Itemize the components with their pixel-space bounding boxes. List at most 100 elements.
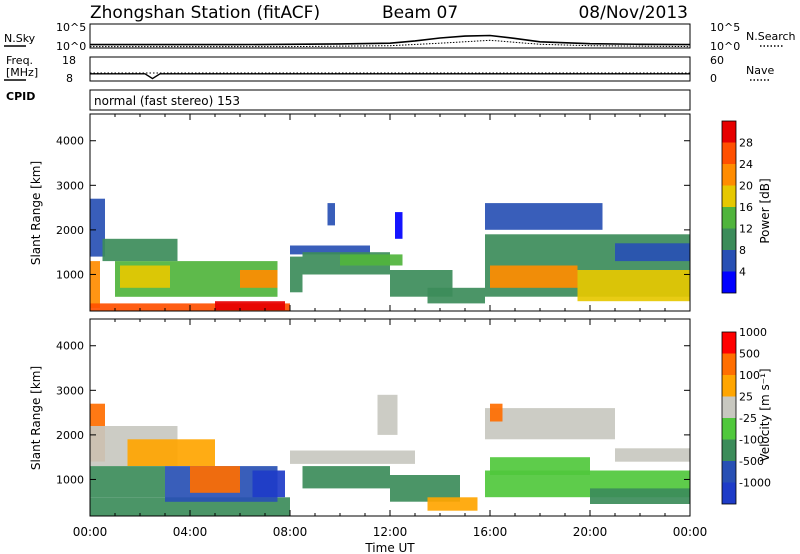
range-tick-label: 2000 xyxy=(56,224,84,237)
heatmap-cell xyxy=(290,245,370,255)
freq-tick-high: 18 xyxy=(62,54,76,67)
colorbar-tick-label: 12 xyxy=(739,223,753,236)
heatmap-cell xyxy=(427,287,485,304)
heatmap-cell xyxy=(427,497,478,511)
heatmap-cell xyxy=(377,394,398,435)
time-axis-label: Time UT xyxy=(364,541,415,554)
range-tick-label: 3000 xyxy=(56,384,84,397)
range-tick-label: 1000 xyxy=(56,473,84,486)
time-tick-label: 08:00 xyxy=(273,525,308,539)
velocity-axes: 1000 2000 3000 4000 xyxy=(56,319,691,516)
colorbar-segment xyxy=(722,375,736,397)
heatmap-cell xyxy=(340,254,403,266)
heatmap-cell xyxy=(395,212,403,239)
freq-unit-label: [MHz] xyxy=(6,66,38,79)
colorbar-frame xyxy=(721,120,737,294)
range-tick-label: 4000 xyxy=(56,340,84,353)
range-tick-label: 4000 xyxy=(56,135,84,148)
heatmap-cell xyxy=(590,488,690,504)
colorbar-tick-label: -25 xyxy=(739,412,757,425)
cpid-label: CPID xyxy=(6,90,35,103)
nsearch-tick-low: 10^0 xyxy=(710,40,740,53)
noise-series-line xyxy=(90,34,691,46)
nave-tick-high: 60 xyxy=(710,54,724,67)
heatmap-cell xyxy=(215,301,285,311)
station-title: Zhongshan Station (fitACF) xyxy=(90,3,320,23)
time-axis-ticks: 00:00 04:00 08:00 12:00 16:00 20:00 00:00 xyxy=(73,525,708,539)
heatmap-cell xyxy=(577,270,690,302)
colorbar-segment xyxy=(722,439,736,461)
heatmap-cell xyxy=(485,203,603,230)
cpid-mode: normal (fast stereo) 153 xyxy=(94,94,240,108)
heatmap-cell xyxy=(390,475,460,502)
heatmap-cell xyxy=(615,448,690,462)
colorbar-segment xyxy=(722,482,736,504)
colorbar-tick-label: -500 xyxy=(739,455,764,468)
time-tick-label: 12:00 xyxy=(373,525,408,539)
nsearch-label: N.Search xyxy=(746,30,796,43)
heatmap-cell xyxy=(490,403,503,422)
nsky-label: N.Sky xyxy=(4,32,36,45)
cpid-panel-frame xyxy=(89,89,691,111)
colorbar-tick-label: 1000 xyxy=(739,326,767,339)
heatmap-cell xyxy=(490,265,578,288)
power-ylabel: Slant Range [km] xyxy=(29,161,43,265)
heatmap-cell xyxy=(90,198,105,257)
noise-series-group xyxy=(90,34,691,48)
heatmap-cell xyxy=(190,466,240,493)
colorbar-segment xyxy=(722,461,736,483)
nsky-tick-low: 10^0 xyxy=(56,40,86,53)
time-tick-label: 16:00 xyxy=(473,525,508,539)
colorbar-tick-label: 16 xyxy=(739,201,753,214)
heatmap-cell xyxy=(485,408,615,440)
colorbar-tick-label: 100 xyxy=(739,369,760,382)
freq-series-line xyxy=(90,73,690,80)
freq-label: Freq. xyxy=(6,54,33,67)
heatmap-cell xyxy=(90,466,165,498)
heatmap-cell xyxy=(120,265,170,288)
time-tick-label: 00:00 xyxy=(673,525,708,539)
colorbar-tick-label: 24 xyxy=(739,158,753,171)
beam-label: Beam 07 xyxy=(382,3,458,23)
nsearch-tick-high: 10^5 xyxy=(710,21,740,34)
freq-tick-low: 8 xyxy=(66,72,73,85)
colorbar-tick-label: -1000 xyxy=(739,477,771,490)
colorbar-frame xyxy=(721,331,737,505)
date-label: 08/Nov/2013 xyxy=(578,3,688,23)
nave-label: Nave xyxy=(746,64,774,77)
colorbar-tick-label: 25 xyxy=(739,391,753,404)
colorbar-segment xyxy=(722,207,736,229)
power-colorbar: 4 8 12 16 20 24 28 xyxy=(721,120,753,294)
velocity-colorbar: 1000 500 100 25 -25 -100 -500 -1000 xyxy=(721,326,771,505)
heatmap-cell xyxy=(290,450,415,464)
heatmap-cell xyxy=(90,497,290,516)
heatmap-cell xyxy=(90,261,100,308)
heatmap-cell xyxy=(102,238,178,262)
range-tick-label: 3000 xyxy=(56,179,84,192)
colorbar-segment xyxy=(722,332,736,354)
colorbar-segment xyxy=(722,164,736,186)
colorbar-tick-label: 500 xyxy=(739,348,760,361)
colorbar-tick-label: 4 xyxy=(739,266,746,279)
power-axes: 1000 2000 3000 4000 xyxy=(56,114,691,311)
freq-series-group xyxy=(90,72,690,80)
colorbar-segment xyxy=(722,271,736,293)
heatmap-cell xyxy=(490,457,590,475)
colorbar-segment xyxy=(722,185,736,207)
noise-panel-frame xyxy=(89,23,691,49)
heatmap-cell xyxy=(615,243,690,262)
colorbar-segment xyxy=(722,250,736,272)
time-tick-label: 20:00 xyxy=(573,525,608,539)
time-tick-label: 00:00 xyxy=(73,525,108,539)
colorbar-segment xyxy=(722,121,736,143)
colorbar-tick-label: 20 xyxy=(739,180,753,193)
range-tick-label: 1000 xyxy=(56,268,84,281)
colorbar-segment xyxy=(722,142,736,164)
heatmap-cell xyxy=(127,439,215,466)
heatmap-cell xyxy=(290,256,303,293)
noise-series-line xyxy=(90,39,691,48)
heatmap-cell xyxy=(240,270,278,288)
velocity-ylabel: Slant Range [km] xyxy=(29,366,43,470)
